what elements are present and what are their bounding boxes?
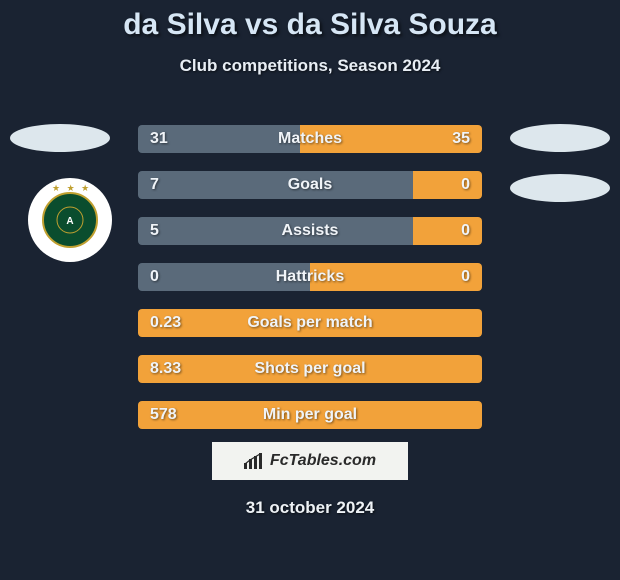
bar-label: Hattricks bbox=[138, 263, 482, 291]
player-right-ellipse-1 bbox=[510, 124, 610, 152]
stat-bar-row: 578Min per goal bbox=[138, 401, 482, 429]
watermark-chart-icon bbox=[244, 453, 264, 469]
stat-bar-row: 00Hattricks bbox=[138, 263, 482, 291]
stat-bar-row: 0.23Goals per match bbox=[138, 309, 482, 337]
comparison-infographic: da Silva vs da Silva Souza Club competit… bbox=[0, 0, 620, 580]
infographic-date: 31 october 2024 bbox=[0, 498, 620, 518]
badge-stars-icon: ★ ★ ★ bbox=[52, 183, 91, 194]
stat-bar-row: 3135Matches bbox=[138, 125, 482, 153]
bar-label: Min per goal bbox=[138, 401, 482, 429]
player-left-ellipse bbox=[10, 124, 110, 152]
stat-bar-row: 50Assists bbox=[138, 217, 482, 245]
bar-label: Assists bbox=[138, 217, 482, 245]
player-right-ellipse-2 bbox=[510, 174, 610, 202]
club-crest-icon: A bbox=[55, 205, 85, 235]
bar-label: Shots per goal bbox=[138, 355, 482, 383]
club-badge-inner: A bbox=[42, 192, 98, 248]
page-title: da Silva vs da Silva Souza bbox=[0, 8, 620, 42]
page-subtitle: Club competitions, Season 2024 bbox=[0, 56, 620, 76]
stat-bar-row: 70Goals bbox=[138, 171, 482, 199]
bar-label: Matches bbox=[138, 125, 482, 153]
watermark-text: FcTables.com bbox=[270, 452, 376, 470]
watermark: FcTables.com bbox=[212, 442, 408, 480]
svg-text:A: A bbox=[66, 216, 73, 227]
stat-bars: 3135Matches 70Goals 50Assists 00Hattricks 0.… bbox=[138, 125, 482, 447]
bar-label: Goals per match bbox=[138, 309, 482, 337]
stat-bar-row: 8.33Shots per goal bbox=[138, 355, 482, 383]
bar-label: Goals bbox=[138, 171, 482, 199]
